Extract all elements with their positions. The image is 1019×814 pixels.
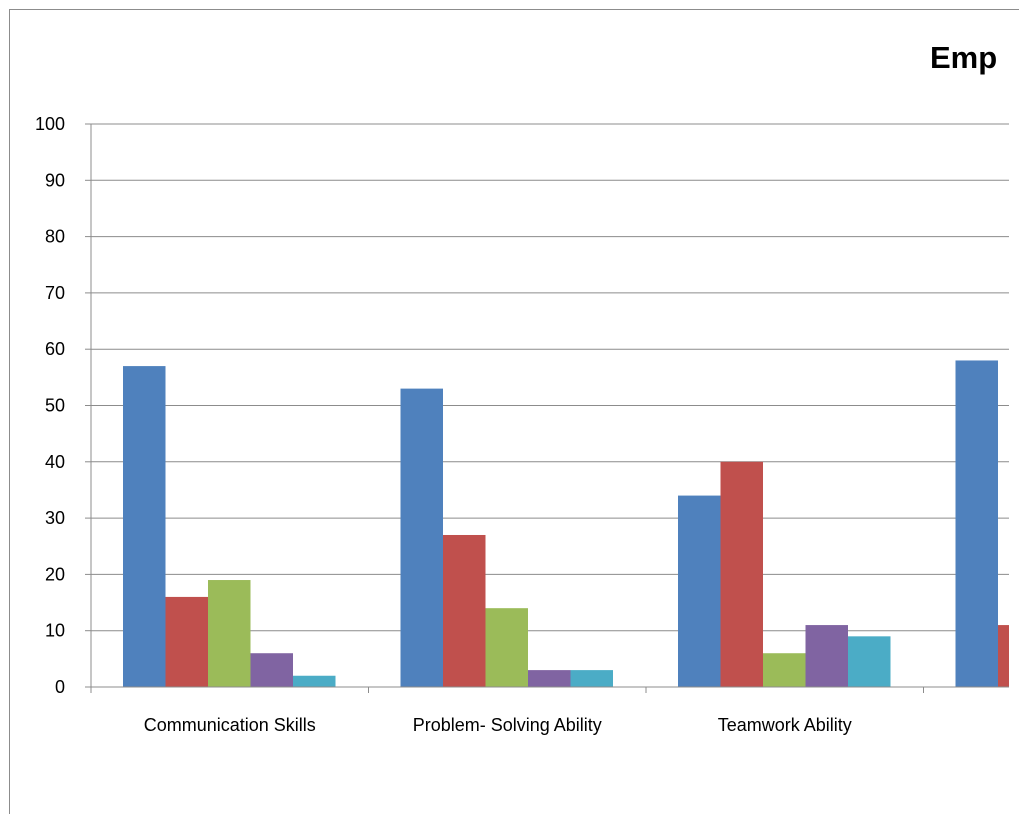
y-tick-label: 30 — [45, 508, 65, 528]
bar-series-1-category-1 — [123, 366, 166, 687]
y-tick-label: 60 — [45, 339, 65, 359]
x-category-label-line: Teamwork Ability — [718, 715, 852, 735]
bar-series-4-category-2 — [528, 670, 571, 687]
y-tick-label: 40 — [45, 452, 65, 472]
bar-series-4-category-3 — [805, 625, 848, 687]
bar-series-3-category-2 — [485, 608, 528, 687]
x-category-label-line: Problem- Solving Ability — [413, 715, 602, 735]
bar-series-3-category-3 — [763, 653, 806, 687]
x-category-label: Teamwork Ability — [718, 715, 852, 735]
y-tick-label: 90 — [45, 170, 65, 190]
bar-series-3-category-1 — [208, 580, 251, 687]
bar-series-5-category-3 — [848, 636, 891, 687]
bar-series-1-category-4 — [955, 360, 998, 687]
bar-series-1-category-2 — [400, 388, 443, 687]
y-tick-label: 100 — [35, 114, 65, 134]
x-category-label: Communication Skills — [144, 715, 316, 735]
y-tick-label: 10 — [45, 621, 65, 641]
chart-frame — [9, 9, 1019, 814]
bar-series-2-category-1 — [165, 596, 208, 687]
bar-series-2-category-3 — [720, 461, 763, 687]
y-tick-label: 70 — [45, 283, 65, 303]
x-category-label-line: Communication Skills — [144, 715, 316, 735]
bar-series-5-category-2 — [570, 670, 613, 687]
y-tick-label: 80 — [45, 227, 65, 247]
bar-series-1-category-3 — [678, 495, 721, 687]
y-tick-label: 0 — [55, 677, 65, 697]
y-tick-label: 50 — [45, 396, 65, 416]
bar-series-2-category-2 — [443, 534, 486, 687]
y-tick-label: 20 — [45, 564, 65, 584]
bar-series-4-category-1 — [250, 653, 293, 687]
x-category-label: Problem- Solving Ability — [413, 715, 602, 735]
chart-title: Emp — [930, 40, 998, 75]
bar-series-2-category-4 — [998, 625, 1009, 687]
bar-series-5-category-1 — [293, 675, 336, 687]
